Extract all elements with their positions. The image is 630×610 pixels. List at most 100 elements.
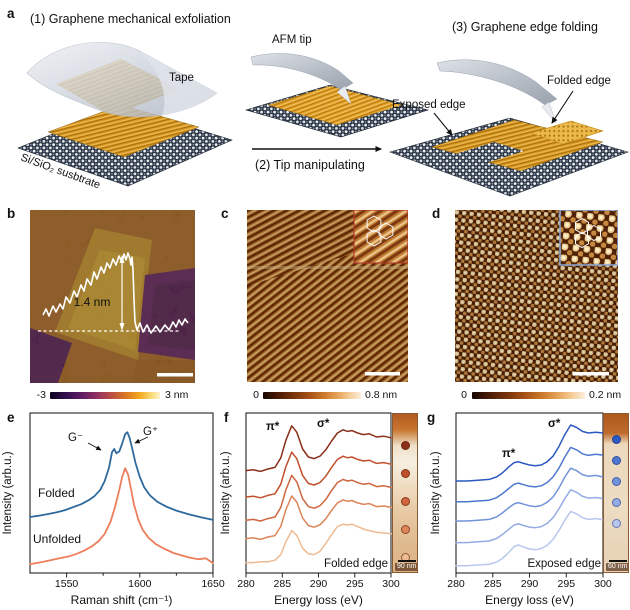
sample-position-dot bbox=[400, 441, 410, 450]
x-tick-label: 280 bbox=[237, 578, 255, 590]
afm-image-b: 1.4 nm bbox=[30, 210, 195, 383]
eels-folded-plot: 280 285 290 295 300 Energy loss (eV) Int… bbox=[220, 412, 400, 607]
inset-lattice-model bbox=[559, 210, 618, 266]
graphene-sheet bbox=[47, 104, 200, 158]
g-minus-label: G⁻ bbox=[68, 432, 83, 444]
colorbar-b-max: 3 nm bbox=[165, 389, 189, 401]
graphene-notch bbox=[452, 142, 524, 164]
spectrum-curve bbox=[455, 510, 604, 567]
sigma-star-label: σ* bbox=[317, 418, 330, 430]
eels-folded-series bbox=[245, 425, 392, 564]
eels-position-strip-folded: 90 nm bbox=[392, 413, 418, 573]
eels-exposed-plot: 280 285 290 295 300 Energy loss (eV) Int… bbox=[430, 412, 612, 607]
schematic-edge-folding bbox=[389, 59, 629, 197]
spectrum-curve bbox=[455, 446, 604, 503]
scale-bar bbox=[365, 372, 400, 376]
sample-position-dot bbox=[400, 497, 410, 506]
scale-bar bbox=[608, 560, 627, 562]
edge-label: Exposed edge bbox=[527, 558, 601, 570]
afm-image-c bbox=[247, 210, 408, 382]
graphene-sheet bbox=[267, 85, 403, 126]
axes-box bbox=[29, 412, 214, 574]
spectrum-curve bbox=[245, 474, 392, 522]
x-axis-label: Raman shift (cm⁻¹) bbox=[71, 593, 173, 607]
unfolded-series-label: Unfolded bbox=[33, 532, 81, 546]
g-plus-arrow bbox=[134, 436, 149, 444]
folded-series-label: Folded bbox=[38, 486, 75, 500]
x-tick-label: 295 bbox=[558, 578, 576, 590]
x-tick-label: 1600 bbox=[128, 578, 152, 590]
sample-position-dot bbox=[611, 477, 621, 486]
eels-exposed-series bbox=[455, 424, 604, 567]
colorbar-d bbox=[472, 392, 585, 399]
spectrum-curve bbox=[245, 523, 392, 564]
scale-bar bbox=[573, 372, 609, 376]
x-axis-label: Energy loss (eV) bbox=[274, 593, 363, 607]
exposed-edge-label: Exposed edge bbox=[392, 99, 466, 111]
x-tick-label: 1650 bbox=[201, 578, 225, 590]
tape-label: Tape bbox=[169, 72, 194, 84]
axes-box bbox=[245, 412, 392, 574]
x-tick-label: 1550 bbox=[55, 578, 79, 590]
x-ticks bbox=[66, 573, 214, 578]
spectrum-curve bbox=[455, 489, 604, 544]
sigma-star-label: σ* bbox=[548, 418, 561, 430]
height-annotation: 1.4 nm bbox=[74, 295, 111, 309]
spectrum-curve bbox=[245, 425, 392, 473]
schematic-tip-manipulating bbox=[244, 53, 430, 152]
y-axis-label: Intensity (arb.u.) bbox=[220, 451, 232, 534]
tape-fold-highlight bbox=[140, 51, 217, 115]
sample-position-dot bbox=[400, 525, 410, 534]
g-plus-label: G⁺ bbox=[143, 426, 158, 438]
scale-bar-label: 90 nm bbox=[395, 563, 417, 571]
colorbar-d-min: 0 bbox=[461, 389, 467, 401]
hexagon-overlay bbox=[575, 217, 601, 249]
spectrum-curve bbox=[29, 467, 214, 566]
x-axis-label: Energy loss (eV) bbox=[485, 593, 574, 607]
inset-lattice-model bbox=[353, 210, 408, 264]
panel-a-schematic: (1) Graphene mechanical exfoliation (2) … bbox=[17, 12, 629, 197]
x-tick-label: 280 bbox=[447, 578, 465, 590]
spectrum-curve bbox=[455, 424, 604, 482]
colorbar-b bbox=[50, 392, 160, 399]
x-tick-label: 300 bbox=[382, 578, 400, 590]
sample-position-dot bbox=[611, 435, 621, 444]
strip-scalebar-exposed: 60 nm bbox=[606, 560, 628, 571]
scale-bar bbox=[157, 373, 193, 377]
panel-label-c: c bbox=[221, 206, 229, 221]
exposed-edge-arrow bbox=[433, 112, 453, 136]
step2-title: (2) Tip manipulating bbox=[255, 158, 365, 172]
step1-title: (1) Graphene mechanical exfoliation bbox=[30, 12, 231, 26]
eels-position-strip-exposed: 60 nm bbox=[603, 413, 629, 573]
g-minus-arrow bbox=[87, 442, 102, 451]
panel-label-d: d bbox=[432, 206, 441, 221]
afm-tip-label: AFM tip bbox=[272, 34, 312, 46]
afm-image-d bbox=[455, 210, 618, 382]
x-ticks bbox=[245, 573, 392, 578]
folded-flap bbox=[530, 120, 604, 145]
scale-bar bbox=[397, 560, 416, 562]
sample-position-dot bbox=[611, 498, 621, 507]
x-tick-label: 290 bbox=[310, 578, 328, 590]
panel-label-e: e bbox=[7, 410, 15, 425]
panel-label-f: f bbox=[224, 410, 229, 425]
raman-series bbox=[29, 431, 214, 566]
x-tick-label: 285 bbox=[484, 578, 502, 590]
x-tick-label: 285 bbox=[274, 578, 292, 590]
afm-cantilever bbox=[250, 53, 354, 91]
x-tick-label: 295 bbox=[346, 578, 364, 590]
folded-edge-arrow bbox=[551, 90, 574, 124]
colorbar-c-max: 0.8 nm bbox=[365, 389, 398, 401]
pi-star-label: π* bbox=[266, 421, 280, 433]
sample-position-dot bbox=[400, 469, 410, 478]
colorbar-b-min: -3 bbox=[36, 389, 46, 401]
x-tick-label: 300 bbox=[594, 578, 612, 590]
pi-star-label: π* bbox=[502, 448, 516, 460]
spectrum-curve bbox=[245, 451, 392, 499]
folded-edge-label: Folded edge bbox=[547, 75, 611, 87]
spectrum-curve bbox=[29, 431, 214, 521]
spectrum-curve bbox=[245, 495, 392, 541]
spectrum-curve bbox=[455, 467, 604, 522]
panel-label-g: g bbox=[427, 410, 436, 425]
